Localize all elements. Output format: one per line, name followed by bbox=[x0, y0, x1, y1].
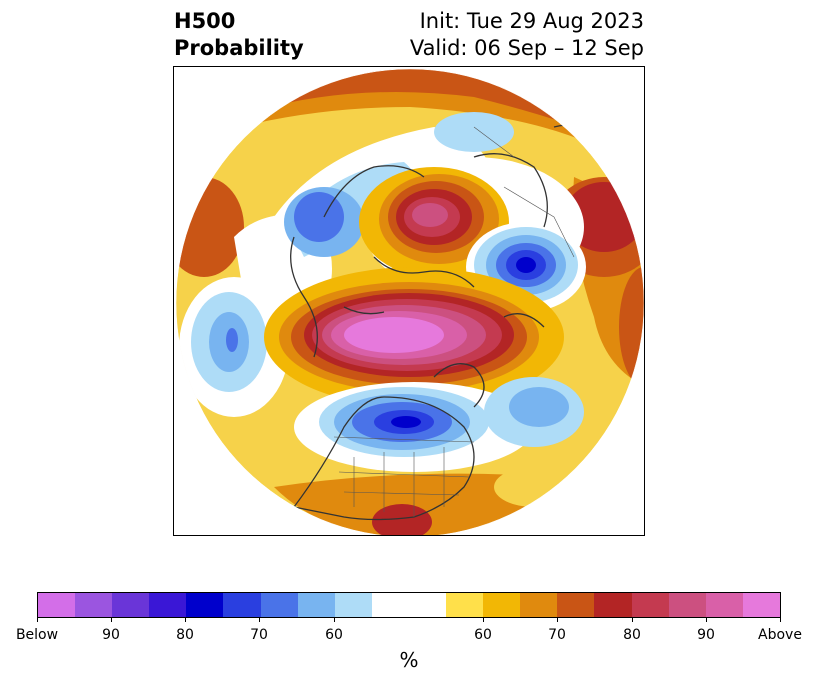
colorbar-segment bbox=[668, 593, 706, 617]
colorbar-tickmark bbox=[706, 617, 707, 622]
colorbar-segment bbox=[742, 593, 780, 617]
colorbar-tick-label: 80 bbox=[623, 627, 641, 643]
colorbar-segment bbox=[520, 593, 558, 617]
colorbar-tickmark bbox=[185, 617, 186, 622]
colorbar-tick-label: 60 bbox=[474, 627, 492, 643]
colorbar-tickmark bbox=[259, 617, 260, 622]
colorbar-tickmark bbox=[557, 617, 558, 622]
colorbar-segment bbox=[149, 593, 187, 617]
chart-title: H500 Probability bbox=[174, 8, 304, 62]
title-line-2: Probability bbox=[174, 36, 304, 60]
colorbar-tick-label: 70 bbox=[250, 627, 268, 643]
colorbar-tickmark bbox=[632, 617, 633, 622]
colorbar-segment bbox=[371, 593, 447, 617]
colorbar-segment bbox=[705, 593, 743, 617]
colorbar-segment bbox=[483, 593, 521, 617]
run-info: Init: Tue 29 Aug 2023 Valid: 06 Sep – 12… bbox=[410, 8, 644, 62]
globe-edge bbox=[175, 68, 644, 535]
colorbar-tickmark bbox=[111, 617, 112, 622]
valid-period: Valid: 06 Sep – 12 Sep bbox=[409, 36, 644, 60]
colorbar-segment bbox=[75, 593, 113, 617]
colorbar bbox=[37, 592, 781, 618]
probability-map bbox=[173, 66, 645, 536]
title-line-1: H500 bbox=[174, 9, 236, 33]
colorbar-segment bbox=[112, 593, 150, 617]
map-canvas bbox=[175, 68, 644, 535]
colorbar-tick-label: 90 bbox=[697, 627, 715, 643]
colorbar-tickmark bbox=[334, 617, 335, 622]
colorbar-segment bbox=[260, 593, 298, 617]
colorbar-tick-label: 70 bbox=[548, 627, 566, 643]
colorbar-tick-label: Below bbox=[15, 627, 59, 643]
borders bbox=[333, 126, 575, 517]
colorbar-segment bbox=[297, 593, 335, 617]
colorbar-segment bbox=[223, 593, 261, 617]
colorbar-tickmark bbox=[37, 617, 38, 622]
colorbar-tick-label: 80 bbox=[176, 627, 194, 643]
colorbar-tick-label: 90 bbox=[102, 627, 120, 643]
init-time: Init: Tue 29 Aug 2023 bbox=[419, 9, 644, 33]
colorbar-segment bbox=[186, 593, 224, 617]
colorbar-unit: % bbox=[399, 648, 419, 672]
colorbar-tickmark bbox=[780, 617, 781, 622]
colorbar-segment bbox=[38, 593, 76, 617]
colorbar-tickmark bbox=[483, 617, 484, 622]
colorbar-segment bbox=[446, 593, 484, 617]
colorbar-segment bbox=[594, 593, 632, 617]
colorbar-segment bbox=[631, 593, 669, 617]
colorbar-segment bbox=[334, 593, 372, 617]
colorbar-tick-label: Above bbox=[758, 627, 802, 643]
colorbar-segment bbox=[557, 593, 595, 617]
colorbar-tick-label: 60 bbox=[325, 627, 343, 643]
